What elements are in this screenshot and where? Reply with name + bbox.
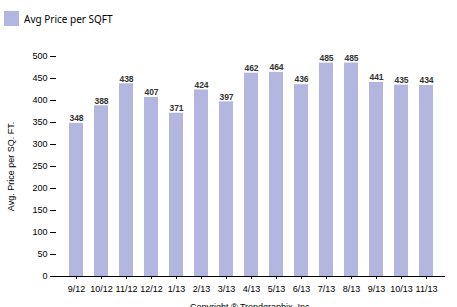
svg-text:11/13: 11/13 xyxy=(416,284,438,294)
svg-text:397: 397 xyxy=(219,92,233,102)
html-text:Avg Price per SQFT: Avg Price per SQFT xyxy=(24,11,113,26)
svg-text:441: 441 xyxy=(369,72,383,82)
svg-text:450: 450 xyxy=(32,73,47,83)
svg-text:435: 435 xyxy=(394,75,408,85)
svg-text:8/13: 8/13 xyxy=(343,284,361,294)
svg-text:388: 388 xyxy=(94,96,108,106)
svg-text:7/13: 7/13 xyxy=(318,284,336,294)
svg-text:485: 485 xyxy=(344,53,358,63)
svg-text:462: 462 xyxy=(244,63,258,73)
svg-text:500: 500 xyxy=(32,51,47,61)
svg-text:10/13: 10/13 xyxy=(390,284,413,294)
svg-text:150: 150 xyxy=(32,205,47,215)
svg-text:9/12: 9/12 xyxy=(68,284,86,294)
svg-text:434: 434 xyxy=(419,75,433,85)
svg-text:464: 464 xyxy=(269,62,283,72)
svg-text:6/13: 6/13 xyxy=(293,284,311,294)
svg-text:424: 424 xyxy=(194,80,208,90)
svg-text:4/13: 4/13 xyxy=(243,284,261,294)
svg-text:407: 407 xyxy=(144,87,158,97)
svg-text:0: 0 xyxy=(42,271,47,281)
svg-text:400: 400 xyxy=(32,95,47,105)
svg-text:10/12: 10/12 xyxy=(90,284,113,294)
svg-text:2/13: 2/13 xyxy=(193,284,211,294)
svg-text:250: 250 xyxy=(32,161,47,171)
svg-text:371: 371 xyxy=(169,103,183,113)
svg-text:1/13: 1/13 xyxy=(168,284,186,294)
svg-text:348: 348 xyxy=(69,113,83,123)
svg-text:Copyright ® Trendgraphix, Inc.: Copyright ® Trendgraphix, Inc. xyxy=(190,302,312,307)
svg-text:436: 436 xyxy=(294,74,308,84)
svg-text:11/12: 11/12 xyxy=(116,284,138,294)
svg-text:350: 350 xyxy=(32,117,47,127)
svg-text:12/12: 12/12 xyxy=(140,284,163,294)
svg-text:200: 200 xyxy=(32,183,47,193)
svg-text:300: 300 xyxy=(32,139,47,149)
svg-text:Avg. Price per SQ. FT.: Avg. Price per SQ. FT. xyxy=(6,122,16,211)
svg-text:100: 100 xyxy=(32,227,47,237)
svg-text:5/13: 5/13 xyxy=(268,284,286,294)
svg-text:438: 438 xyxy=(119,74,133,84)
svg-text:9/13: 9/13 xyxy=(368,284,386,294)
svg-text:485: 485 xyxy=(319,53,333,63)
svg-text:50: 50 xyxy=(37,249,47,259)
svg-text:3/13: 3/13 xyxy=(218,284,236,294)
